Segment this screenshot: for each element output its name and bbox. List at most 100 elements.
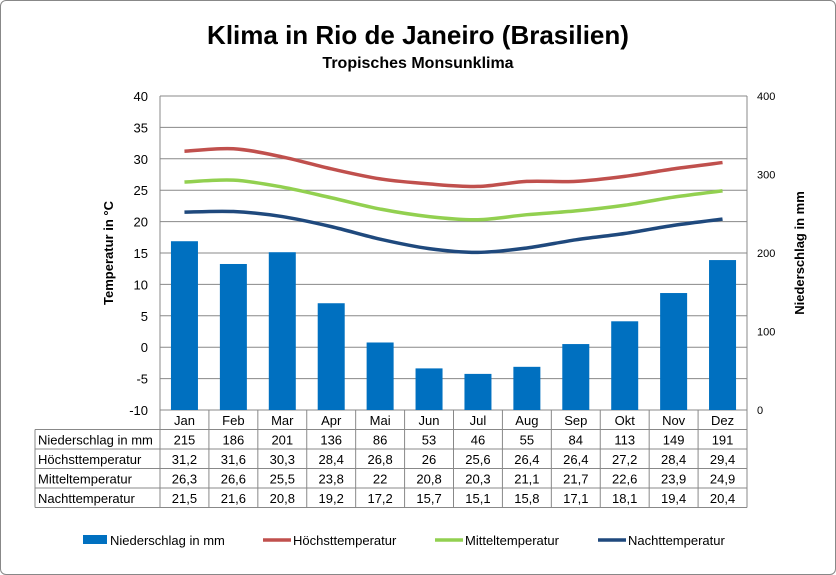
legend-entry: Nachttemperatur — [628, 533, 725, 548]
table-cell: 24,9 — [710, 472, 735, 487]
table-cell: 30,3 — [270, 452, 295, 467]
table-cell: 113 — [614, 433, 635, 448]
table-header-month: Dez — [711, 413, 734, 428]
legend-entry: Niederschlag in mm — [110, 533, 225, 548]
y-tick-left: 35 — [134, 120, 148, 135]
table-cell: 15,7 — [416, 491, 441, 506]
bar-apr — [317, 303, 345, 410]
bar-aug — [513, 366, 541, 410]
y-tick-left: -10 — [129, 403, 148, 418]
table-cell: 31,6 — [221, 452, 246, 467]
legend-entry: Mitteltemperatur — [465, 533, 560, 548]
y-tick-right: 300 — [757, 170, 775, 182]
y-tick-left: 15 — [134, 246, 148, 261]
table-header-month: Okt — [615, 413, 636, 428]
table-cell: 31,2 — [172, 452, 197, 467]
table-header-month: Apr — [321, 413, 342, 428]
table-cell: 46 — [471, 433, 485, 448]
table-header-month: Sep — [564, 413, 587, 428]
bar-jan — [170, 241, 198, 410]
table-header-month: Jul — [470, 413, 487, 428]
table-cell: 15,1 — [465, 491, 490, 506]
y-tick-right: 400 — [757, 91, 775, 103]
table-cell: 22,6 — [612, 472, 637, 487]
table-cell: 18,1 — [612, 491, 637, 506]
table-cell: 21,6 — [221, 491, 246, 506]
table-cell: 21,1 — [514, 472, 539, 487]
table-cell: 17,2 — [367, 491, 392, 506]
table-header-month: Mar — [271, 413, 294, 428]
table-header-month: Mai — [370, 413, 391, 428]
chart-title: Klima in Rio de Janeiro (Brasilien) — [207, 20, 629, 50]
y-tick-right: 100 — [757, 327, 775, 339]
table-cell: 86 — [373, 433, 387, 448]
y-tick-left: 25 — [134, 183, 148, 198]
bar-mar — [268, 252, 296, 410]
table-cell: 25,6 — [465, 452, 490, 467]
y-tick-left: 5 — [141, 309, 148, 324]
legend-entry: Höchsttemperatur — [293, 533, 397, 548]
table-cell: 136 — [320, 433, 342, 448]
table-row-label: Nachttemperatur — [38, 491, 135, 506]
table-cell: 21,7 — [563, 472, 588, 487]
table-header-month: Feb — [222, 413, 244, 428]
table-cell: 19,2 — [319, 491, 344, 506]
y-axis-label-right: Niederschlag in mm — [792, 191, 807, 315]
y-axis-label-left: Temperatur in °C — [101, 200, 116, 305]
bar-mai — [366, 342, 394, 410]
table-cell: 26,4 — [514, 452, 539, 467]
table-cell: 19,4 — [661, 491, 686, 506]
line-nachttemperatur — [184, 209, 723, 255]
table-cell: 84 — [569, 433, 583, 448]
table-cell: 27,2 — [612, 452, 637, 467]
bar-jul — [464, 373, 492, 410]
bar-nov — [660, 293, 688, 410]
y-tick-right: 0 — [757, 405, 763, 417]
table-cell: 53 — [422, 433, 436, 448]
table-cell: 191 — [712, 433, 734, 448]
bar-okt — [611, 321, 639, 410]
y-tick-left: 20 — [134, 215, 148, 230]
table-row-label: Höchsttemperatur — [38, 452, 142, 467]
line-mitteltemperatur — [184, 178, 723, 222]
chart-subtitle: Tropisches Monsunklima — [322, 55, 514, 72]
line-höchsttemperatur — [184, 146, 723, 189]
table-cell: 22 — [373, 472, 387, 487]
table-cell: 215 — [174, 433, 196, 448]
table-cell: 21,5 — [172, 491, 197, 506]
table-cell: 55 — [520, 433, 534, 448]
table-cell: 26,8 — [367, 452, 392, 467]
bar-feb — [219, 263, 247, 410]
table-row-label: Niederschlag in mm — [38, 433, 153, 448]
table-header-month: Aug — [515, 413, 538, 428]
table-cell: 23,9 — [661, 472, 686, 487]
table-cell: 29,4 — [710, 452, 735, 467]
y-tick-left: 0 — [141, 340, 148, 355]
y-tick-right: 200 — [757, 248, 775, 260]
table-cell: 26,4 — [563, 452, 588, 467]
table-cell: 26,3 — [172, 472, 197, 487]
legend-swatch-bar — [83, 535, 107, 544]
y-tick-left: -5 — [136, 372, 148, 387]
table-cell: 20,4 — [710, 491, 735, 506]
table-row-label: Mitteltemperatur — [38, 472, 133, 487]
y-tick-left: 40 — [134, 89, 148, 104]
table-header-month: Nov — [662, 413, 686, 428]
y-tick-left: 10 — [134, 277, 148, 292]
y-tick-left: 30 — [134, 152, 148, 167]
table-cell: 26 — [422, 452, 436, 467]
bar-sep — [562, 344, 590, 410]
table-header-month: Jun — [419, 413, 440, 428]
table-cell: 201 — [271, 433, 293, 448]
table-cell: 26,6 — [221, 472, 246, 487]
table-cell: 149 — [663, 433, 685, 448]
table-cell: 28,4 — [319, 452, 344, 467]
table-cell: 23,8 — [319, 472, 344, 487]
table-header-month: Jan — [174, 413, 195, 428]
table-cell: 186 — [223, 433, 245, 448]
bar-jun — [415, 368, 443, 410]
table-cell: 28,4 — [661, 452, 686, 467]
table-cell: 20,3 — [465, 472, 490, 487]
table-cell: 17,1 — [563, 491, 588, 506]
